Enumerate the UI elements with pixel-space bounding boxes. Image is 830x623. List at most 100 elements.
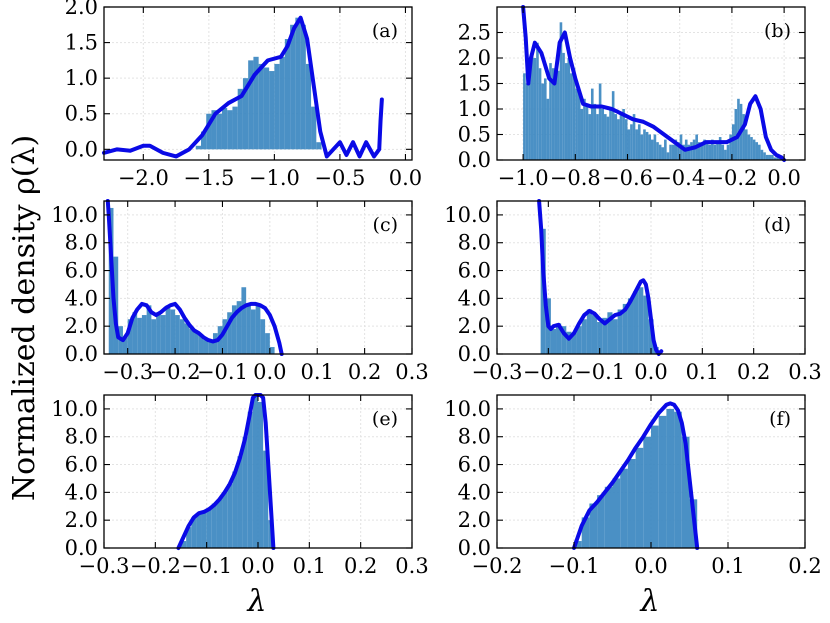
histogram-bar <box>776 157 779 160</box>
y-tick-label: 8.0 <box>65 231 98 255</box>
histogram-bar <box>721 144 725 160</box>
histogram-bar <box>181 541 187 548</box>
histogram-bar <box>651 139 654 160</box>
histogram-bar <box>203 340 209 354</box>
histogram-bar <box>648 319 654 354</box>
histogram-bar <box>669 144 672 160</box>
y-tick-label: 10.0 <box>444 203 491 227</box>
histogram-bar <box>590 88 594 160</box>
x-tick-label: −0.2 <box>706 166 757 190</box>
histogram-bar <box>556 323 562 354</box>
histogram-bar <box>601 109 605 160</box>
histogram-bar <box>231 305 237 354</box>
x-tick-label: 0.3 <box>788 360 821 384</box>
histogram-bar <box>211 503 217 548</box>
y-tick-label: 0.5 <box>65 102 98 126</box>
kde-curve <box>537 199 664 356</box>
histogram-bar <box>216 499 223 548</box>
y-tick-label: 8.0 <box>458 425 491 449</box>
histogram-bar <box>227 110 233 150</box>
histogram-bar <box>232 106 238 150</box>
histogram-bar <box>200 131 207 150</box>
histogram-bar <box>635 129 638 160</box>
x-tick-label: 0.0 <box>253 360 286 384</box>
histogram-bar <box>274 63 280 150</box>
panel-c: −0.3−0.2−0.1 0.0 0.1 0.2 0.30.02.04.06.08.01… <box>51 199 429 384</box>
y-tick-label: 4.0 <box>458 480 491 504</box>
histogram-bar <box>731 124 735 160</box>
histogram-bar <box>640 134 644 160</box>
histogram-bar <box>221 108 228 150</box>
histogram-bar <box>773 157 777 160</box>
histogram-bar <box>194 331 199 354</box>
histogram-bar <box>612 478 621 548</box>
axes-frame <box>496 6 806 161</box>
histogram-bar <box>574 541 582 548</box>
histogram-bar <box>564 63 568 160</box>
histogram-bar <box>651 425 659 548</box>
kde-curve <box>521 5 787 162</box>
y-tick-label: 0.0 <box>65 342 98 366</box>
x-tick-label: −1.0 <box>498 166 549 190</box>
kde-curve <box>105 199 284 356</box>
y-tick-label: 0.0 <box>458 148 491 172</box>
histogram-bar <box>258 401 264 548</box>
histogram-bar <box>758 144 761 160</box>
histogram-bar <box>633 291 639 354</box>
histogram-bar <box>583 98 586 160</box>
histogram-bar <box>580 109 584 160</box>
y-tick-label: 1.5 <box>458 72 491 96</box>
x-tick-label: −1.0 <box>249 166 300 190</box>
histogram-bar <box>305 63 312 150</box>
histogram-bar <box>242 78 249 150</box>
y-tick-label: 1.0 <box>458 97 491 121</box>
histogram-bar <box>551 68 555 160</box>
histogram-bar <box>602 317 608 354</box>
histogram-bar <box>598 83 602 160</box>
histogram-bar <box>567 58 571 160</box>
x-tick-label: 0.1 <box>293 554 326 578</box>
histogram-bar <box>604 486 613 548</box>
histogram-bar <box>674 411 682 548</box>
histogram-bar <box>581 517 590 548</box>
x-tick-label: 0.2 <box>344 554 377 578</box>
histogram-bar <box>747 134 751 160</box>
histogram-bar <box>635 447 644 548</box>
histogram-bar <box>127 319 133 354</box>
histogram-bar <box>666 408 675 548</box>
histogram-bar <box>559 22 563 160</box>
x-tick-label: −0.2 <box>523 360 574 384</box>
histogram-bar <box>742 114 745 160</box>
histogram-bar <box>713 144 717 160</box>
y-tick-label: 4.0 <box>65 286 98 310</box>
histogram-bar <box>170 309 176 354</box>
axes-frame <box>496 394 806 549</box>
y-tick-label: 8.0 <box>65 425 98 449</box>
histogram-bar <box>316 142 322 150</box>
x-tick-label: −0.1 <box>197 360 248 384</box>
histogram-bar <box>705 142 709 160</box>
histogram-bar <box>246 305 251 354</box>
histogram-bar <box>664 139 667 160</box>
panel-label: (a) <box>372 20 398 42</box>
histogram-bar <box>546 98 550 160</box>
x-tick-label: 0.1 <box>686 360 719 384</box>
histogram-bar <box>250 309 256 354</box>
histogram-bar <box>198 334 204 354</box>
x-tick-label: −2.0 <box>118 166 169 190</box>
histogram-bar <box>606 116 610 160</box>
histogram-bar <box>612 319 618 354</box>
histogram-bar <box>711 139 714 160</box>
histogram-bar <box>195 145 201 150</box>
histogram-bar <box>718 137 722 160</box>
histogram-bar <box>208 341 213 354</box>
histogram-bar <box>638 287 644 354</box>
histogram-bar <box>260 319 266 354</box>
x-axis-title-right: λ <box>639 584 659 619</box>
histogram-bar <box>622 109 625 160</box>
histogram-bar <box>242 436 248 548</box>
kde-curve <box>572 401 700 550</box>
histogram-bar <box>593 103 597 160</box>
x-tick-label: −0.5 <box>314 166 365 190</box>
histogram-bar <box>165 305 171 354</box>
